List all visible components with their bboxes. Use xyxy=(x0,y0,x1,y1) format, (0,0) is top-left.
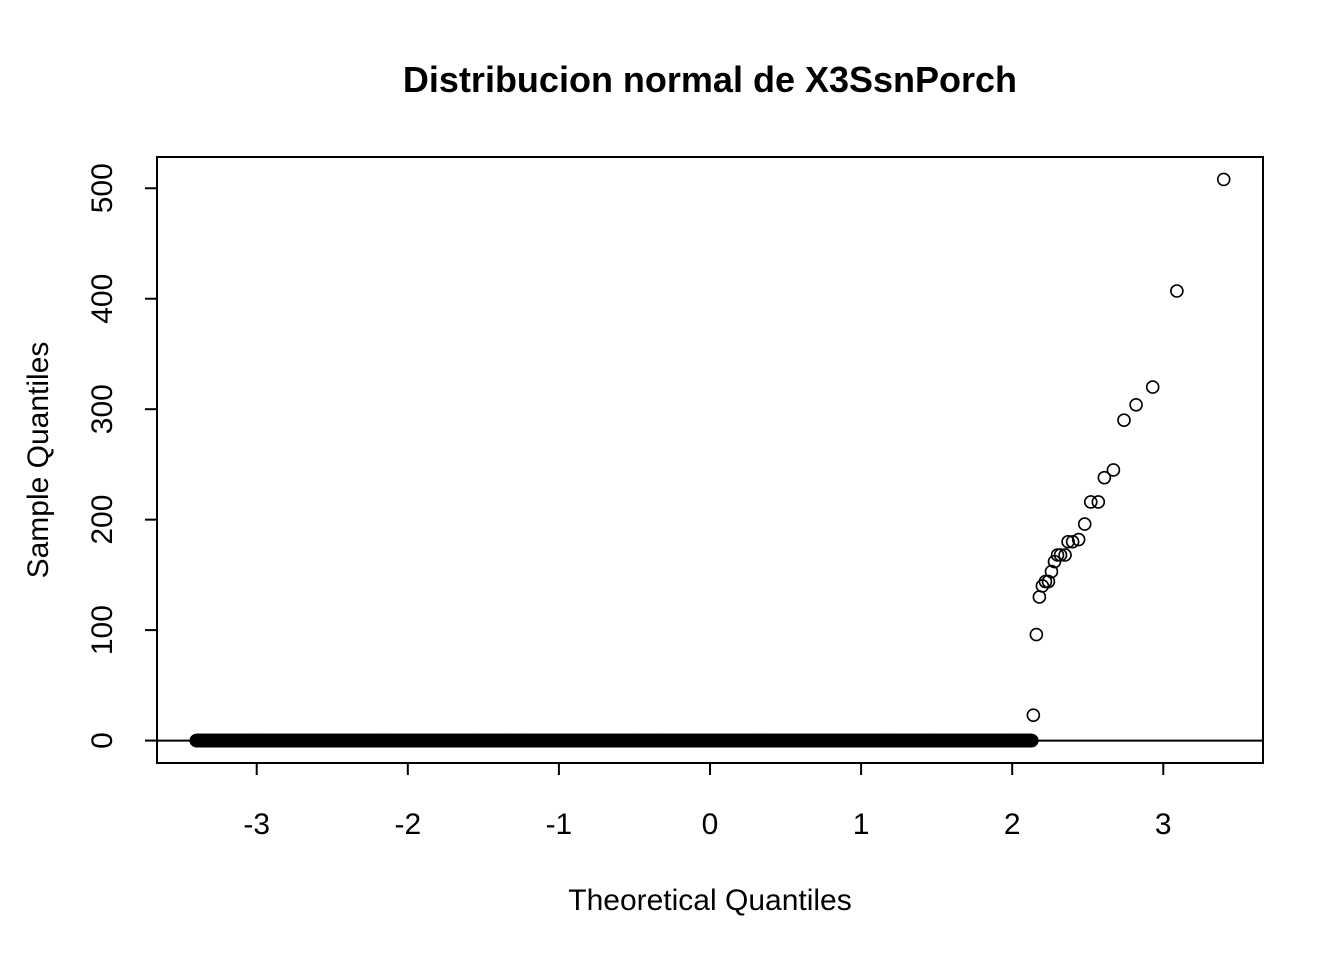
data-point xyxy=(1145,380,1160,394)
x-axis: -3 -2 -1 0 1 2 3 xyxy=(243,762,1172,841)
y-tick-label: 100 xyxy=(86,605,119,655)
data-point xyxy=(1044,564,1059,579)
x-tick-label: 1 xyxy=(853,808,870,841)
y-tick-label: 200 xyxy=(86,495,119,545)
x-axis-label: Theoretical Quantiles xyxy=(568,884,851,917)
y-axis: 0 100 200 300 400 500 xyxy=(86,163,158,749)
data-point xyxy=(1106,463,1121,477)
x-tick-label: 3 xyxy=(1155,808,1172,841)
plot-frame xyxy=(156,156,1264,764)
x-tick-label: -2 xyxy=(394,808,421,841)
data-point xyxy=(1083,495,1098,509)
data-point xyxy=(1029,627,1044,642)
x-tick-label: -1 xyxy=(546,808,573,841)
data-point xyxy=(1061,534,1075,549)
data-point xyxy=(1091,495,1106,509)
data-point xyxy=(1065,534,1080,549)
x-tick-label: 0 xyxy=(702,808,719,841)
x-tick-label: 2 xyxy=(1004,808,1021,841)
data-point xyxy=(1170,284,1184,298)
data-point xyxy=(1071,532,1086,547)
y-axis-label: Sample Quantiles xyxy=(22,342,55,579)
data-point xyxy=(1058,548,1072,562)
data-point xyxy=(1032,590,1047,604)
y-tick-label: 400 xyxy=(86,274,119,324)
y-tick-label: 500 xyxy=(86,163,119,213)
y-tick-label: 300 xyxy=(86,384,119,434)
data-point xyxy=(1216,172,1231,187)
data-point xyxy=(1041,574,1056,589)
data-point xyxy=(1025,733,1039,748)
data-point xyxy=(1026,708,1041,722)
chart-title: Distribucion normal de X3SsnPorch xyxy=(403,59,1017,100)
data-point xyxy=(1129,397,1143,412)
x-tick-label: -3 xyxy=(243,808,270,841)
y-tick-label: 0 xyxy=(86,732,119,749)
data-point xyxy=(1077,517,1092,531)
data-points xyxy=(189,172,1231,748)
data-point xyxy=(1053,548,1068,562)
data-point xyxy=(1097,470,1112,485)
data-point xyxy=(1117,413,1131,428)
